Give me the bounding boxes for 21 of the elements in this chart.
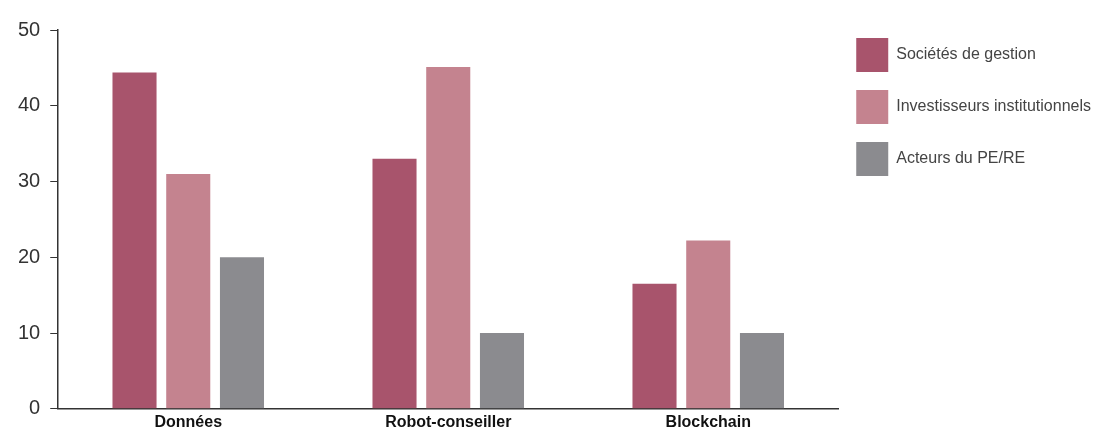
bar xyxy=(479,333,525,409)
legend-label: Acteurs du PE/RE xyxy=(896,149,1026,167)
bar xyxy=(686,240,731,409)
x-tick-label: Blockchain xyxy=(665,412,751,430)
bar xyxy=(632,283,677,409)
x-tick-label: Robot-conseiller xyxy=(385,412,512,430)
x-tick-label: Données xyxy=(154,412,223,430)
y-tick-label: 20 xyxy=(18,244,41,267)
bar xyxy=(112,72,157,409)
bar xyxy=(739,333,785,409)
bar xyxy=(426,67,471,409)
legend-label: Sociétés de gestion xyxy=(896,45,1036,63)
y-tick-label: 0 xyxy=(29,396,41,419)
y-tick-label: 10 xyxy=(18,320,41,343)
y-tick-label: 30 xyxy=(18,169,41,192)
bar xyxy=(219,257,265,409)
bar xyxy=(372,158,417,409)
bar xyxy=(166,173,211,409)
y-tick-label: 50 xyxy=(18,17,41,40)
y-tick-label: 40 xyxy=(18,93,41,116)
legend-label: Investisseurs institutionnels xyxy=(896,97,1092,115)
